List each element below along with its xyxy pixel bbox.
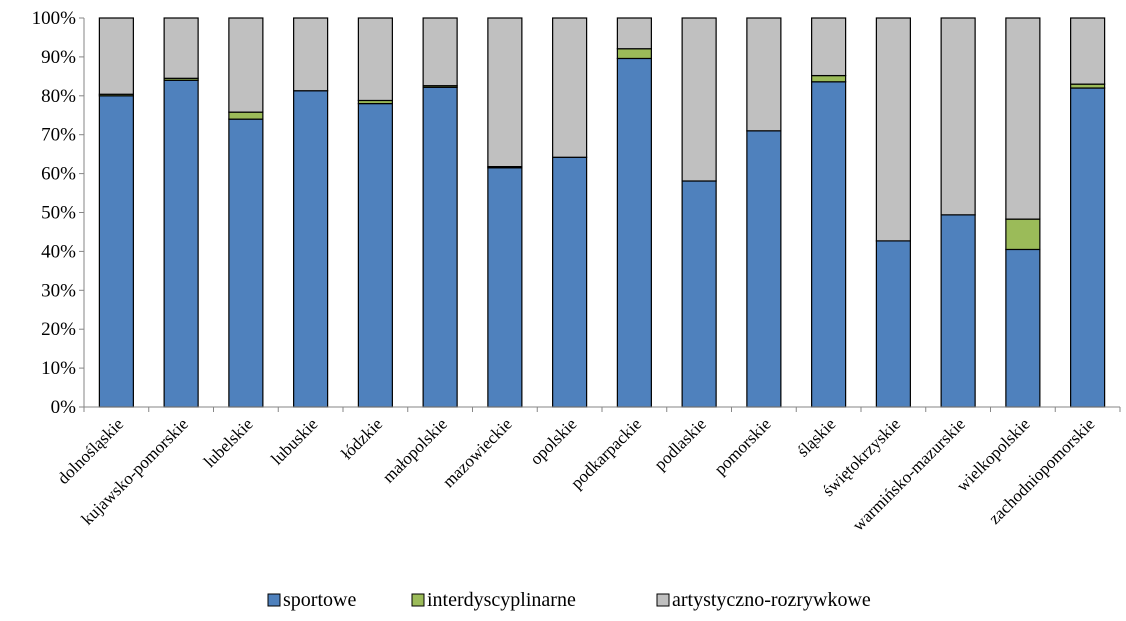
bar-segment-artystyczno-rozrywkowe: [163, 17, 199, 79]
bar-segment-sportowe: [746, 130, 782, 408]
bar-segment-artystyczno-rozrywkowe: [811, 17, 847, 77]
bar-segment-sportowe: [357, 102, 393, 408]
bar-segment-artystyczno-rozrywkowe: [293, 17, 329, 92]
bar-segment-artystyczno-rozrywkowe: [875, 17, 911, 242]
bar-segment-sportowe: [487, 167, 523, 408]
y-tick-label: 30%: [41, 280, 76, 301]
bar-segment-artystyczno-rozrywkowe: [940, 17, 976, 216]
y-tick-label: 50%: [41, 203, 76, 224]
legend-swatch-sportowe: [267, 593, 281, 607]
bar-segment-sportowe: [940, 214, 976, 408]
legend-swatch-artystyczno-rozrywkowe: [656, 593, 670, 607]
y-tick-label: 70%: [41, 125, 76, 146]
bar-segment-interdyscyplinarne: [228, 111, 264, 120]
bar-segment-artystyczno-rozrywkowe: [228, 17, 264, 113]
x-tick-label: łódzkie: [337, 414, 386, 463]
bar-segment-sportowe: [293, 90, 329, 408]
bar-segment-artystyczno-rozrywkowe: [357, 17, 393, 102]
y-tick-label: 60%: [41, 164, 76, 185]
bar-segment-artystyczno-rozrywkowe: [1070, 17, 1106, 85]
bar-segment-sportowe: [163, 79, 199, 408]
legend-label-artystyczno-rozrywkowe: artystyczno-rozrywkowe: [672, 589, 871, 611]
bar-segment-interdyscyplinarne: [1005, 218, 1041, 251]
x-tick-label: pomorskie: [711, 414, 775, 478]
bar-segment-sportowe: [98, 95, 134, 408]
bar-segment-artystyczno-rozrywkowe: [1005, 17, 1041, 220]
bar-segment-sportowe: [616, 57, 652, 408]
y-tick-label: 100%: [32, 8, 77, 29]
bar-segment-interdyscyplinarne: [811, 74, 847, 83]
bar-segment-artystyczno-rozrywkowe: [681, 17, 717, 182]
legend-label-interdyscyplinarne: interdyscyplinarne: [427, 589, 576, 611]
bar-segment-sportowe: [681, 180, 717, 408]
bar-segment-sportowe: [1005, 248, 1041, 408]
x-tick-label: lubuskie: [267, 414, 321, 468]
x-tick-label: podlaskie: [650, 414, 710, 474]
x-tick-label: opolskie: [526, 414, 580, 468]
legend: sportowe interdyscyplinarne artystyczno-ro…: [267, 589, 871, 611]
x-tick-label: mazowieckie: [439, 414, 516, 491]
bar-segment-sportowe: [422, 86, 458, 408]
bar-segment-artystyczno-rozrywkowe: [98, 17, 134, 95]
bar-segment-artystyczno-rozrywkowe: [552, 17, 588, 158]
y-tick-label: 40%: [41, 241, 76, 262]
bar-segment-artystyczno-rozrywkowe: [616, 17, 652, 50]
legend-swatch-interdyscyplinarne: [411, 593, 425, 607]
y-axis: 0% 10% 20% 30% 40% 50% 60% 70% 80% 90% 100%: [32, 8, 85, 418]
bar-segment-artystyczno-rozrywkowe: [422, 17, 458, 87]
x-tick-label: lubelskie: [200, 414, 257, 471]
y-tick-label: 10%: [41, 358, 76, 379]
y-tick-label: 80%: [41, 86, 76, 107]
bar-segment-interdyscyplinarne: [616, 48, 652, 60]
x-tick-label: warmińsko-mazurskie: [849, 414, 969, 534]
x-tick-label: śląskie: [793, 414, 839, 460]
y-tick-label: 90%: [41, 47, 76, 68]
bar-segment-artystyczno-rozrywkowe: [746, 17, 782, 132]
y-tick-label: 0%: [51, 397, 77, 418]
bars: [98, 17, 1106, 408]
y-tick-label: 20%: [41, 319, 76, 340]
bar-segment-artystyczno-rozrywkowe: [487, 17, 523, 168]
bar-segment-sportowe: [552, 156, 588, 408]
x-tick-label: kujawsko-pomorskie: [78, 414, 192, 528]
bar-segment-sportowe: [811, 81, 847, 408]
bar-segment-sportowe: [1070, 87, 1106, 408]
bar-segment-sportowe: [228, 118, 264, 408]
bar-segment-sportowe: [875, 240, 911, 408]
legend-label-sportowe: sportowe: [283, 589, 356, 611]
